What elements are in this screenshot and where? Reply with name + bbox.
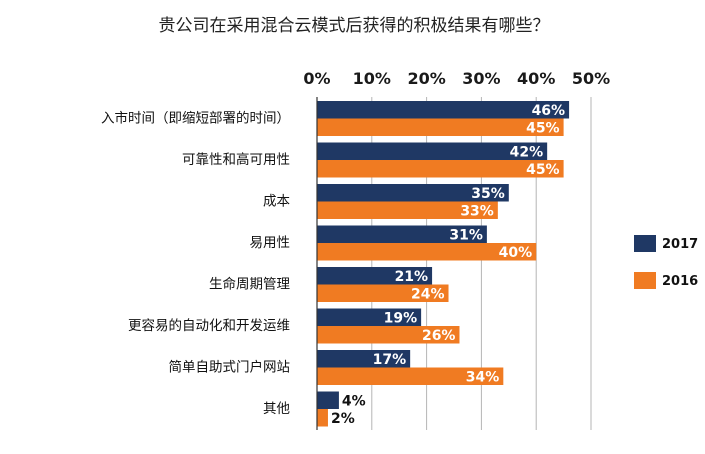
data-label: 35% [471, 186, 505, 202]
legend-label: 2016 [662, 274, 698, 289]
bars [317, 101, 570, 427]
bar-2017 [317, 350, 411, 368]
legend-swatch [634, 272, 656, 289]
data-label: 46% [532, 103, 566, 119]
category-label: 入市时间（即缩短部署的时间） [101, 110, 290, 127]
category-label: 生命周期管理 [209, 276, 290, 293]
bar-2017 [317, 267, 433, 285]
category-label: 可靠性和高可用性 [182, 151, 290, 168]
data-label: 24% [411, 286, 445, 302]
data-label: 2% [331, 411, 355, 427]
bar-2016 [317, 409, 328, 427]
bar-2017 [317, 391, 339, 409]
bar-2016 [317, 367, 504, 385]
x-tick-label: 50% [572, 69, 610, 88]
legend-label: 2017 [662, 237, 698, 252]
x-tick-label: 40% [517, 69, 555, 88]
bar-2016 [317, 326, 460, 344]
x-tick-label: 30% [462, 69, 500, 88]
bar-2017 [317, 101, 570, 119]
data-label: 21% [395, 269, 429, 285]
bar-2016 [317, 284, 449, 302]
bar-2016 [317, 243, 537, 261]
data-labels: 46%45%42%45%35%33%31%40%21%24%19%26%17%3… [331, 103, 565, 427]
data-label: 42% [510, 144, 544, 160]
x-tick-label: 20% [407, 69, 445, 88]
data-label: 33% [460, 203, 494, 219]
data-label: 4% [342, 393, 366, 409]
category-label: 成本 [263, 194, 290, 210]
data-label: 45% [526, 120, 560, 136]
bar-2016 [317, 201, 498, 219]
legend: 2017 2016 [634, 235, 698, 289]
x-tick-labels: 0% 10% 20% 30% 40% 50% [303, 69, 610, 88]
category-labels: 入市时间（即缩短部署的时间） 可靠性和高可用性成本易用性生命周期管理更容易的自动化… [101, 110, 290, 418]
chart-title: 贵公司在采用混合云模式后获得的积极结果有哪些？ [159, 16, 550, 36]
bar-2016 [317, 118, 564, 136]
x-tick-label: 0% [303, 69, 330, 88]
bar-2017 [317, 308, 422, 326]
bar-2017 [317, 225, 487, 243]
data-label: 40% [499, 245, 533, 261]
bar-2017 [317, 142, 548, 160]
data-label: 31% [449, 227, 483, 243]
data-label: 45% [526, 162, 560, 178]
bar-2017 [317, 184, 509, 202]
category-label: 更容易的自动化和开发运维 [128, 317, 290, 334]
category-label: 其他 [263, 401, 290, 417]
legend-swatch [634, 235, 656, 252]
bar-2016 [317, 160, 564, 178]
x-tick-label: 10% [353, 69, 391, 88]
category-label: 易用性 [250, 235, 291, 251]
category-label: 简单自助式门户网站 [169, 359, 291, 376]
data-label: 34% [466, 369, 500, 385]
data-label: 17% [373, 352, 407, 368]
data-label: 26% [422, 328, 456, 344]
data-label: 19% [384, 310, 418, 326]
